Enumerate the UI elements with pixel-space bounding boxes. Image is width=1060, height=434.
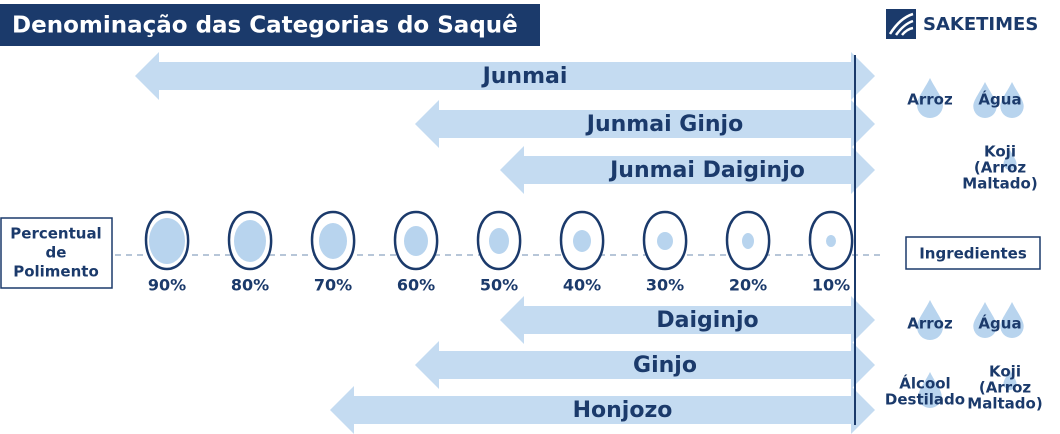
ingredient-label: Maltado) xyxy=(962,175,1037,193)
arrow xyxy=(415,341,875,389)
arrow-label: Junmai Ginjo xyxy=(585,112,743,137)
drop-icon xyxy=(918,372,942,408)
arrow-label: Junmai xyxy=(481,64,568,89)
grain-label: 10% xyxy=(812,276,850,295)
grain-label: 40% xyxy=(563,276,601,295)
drop-icon xyxy=(1000,82,1024,119)
grain-core xyxy=(149,218,185,264)
grain-label: 20% xyxy=(729,276,767,295)
drop-icon xyxy=(1003,370,1017,391)
logo-text: SAKETIMES xyxy=(923,14,1038,35)
drop-icon xyxy=(1003,150,1017,170)
grain-label: 60% xyxy=(397,276,435,295)
ingredient-label: Arroz xyxy=(907,315,953,333)
ingredient-label: Koji xyxy=(989,363,1021,381)
drop-icon xyxy=(973,302,997,338)
grain-label: 50% xyxy=(480,276,518,295)
axis-label-box xyxy=(0,217,113,289)
arrow-label: Honjozo xyxy=(573,398,673,423)
ingredient-label: Arroz xyxy=(907,91,953,109)
ingredient-label: (Arroz xyxy=(979,379,1032,397)
axis-label: Percentual xyxy=(10,225,101,243)
arrow xyxy=(415,100,875,148)
arrow xyxy=(500,296,875,344)
ingredient-label: Água xyxy=(978,314,1021,333)
ingredients-label-box xyxy=(905,236,1041,270)
grain-core xyxy=(573,230,591,252)
arrow xyxy=(135,52,875,100)
drop-icon xyxy=(973,82,997,119)
logo: SAKETIMES xyxy=(886,9,1038,39)
drop-icon xyxy=(917,78,943,118)
grain-label: 30% xyxy=(646,276,684,295)
title-bar xyxy=(0,4,540,46)
ingredient-label: Koji xyxy=(984,143,1016,161)
grain-core xyxy=(404,226,428,256)
grain-core xyxy=(319,223,347,259)
grain-label: 90% xyxy=(148,276,186,295)
grain-core xyxy=(742,233,754,249)
arrow-label: Daiginjo xyxy=(656,308,758,333)
ingredient-label: (Arroz xyxy=(974,159,1027,177)
arrow-label: Junmai Daiginjo xyxy=(608,158,805,183)
grain-core xyxy=(826,235,836,247)
logo-mark xyxy=(888,12,914,36)
ingredient-label: Destilado xyxy=(885,391,965,409)
ingredient-label: Álcool xyxy=(899,374,950,393)
ingredient-label: Maltado) xyxy=(967,395,1042,413)
grain-core xyxy=(657,232,673,250)
arrow xyxy=(500,146,875,194)
ingredients-label: Ingredientes xyxy=(919,245,1027,263)
grain-label: 70% xyxy=(314,276,352,295)
grain-core xyxy=(489,228,509,254)
title: Denominação das Categorias do Saquê xyxy=(12,13,518,39)
drop-icon xyxy=(1000,302,1024,338)
grain-label: 80% xyxy=(231,276,269,295)
axis-label: de xyxy=(46,244,67,262)
arrow xyxy=(330,386,875,434)
drop-icon xyxy=(917,300,943,340)
arrow-label: Ginjo xyxy=(633,353,697,378)
grain-core xyxy=(234,220,266,262)
ingredient-label: Água xyxy=(978,90,1021,109)
axis-label: Polimento xyxy=(13,263,99,281)
